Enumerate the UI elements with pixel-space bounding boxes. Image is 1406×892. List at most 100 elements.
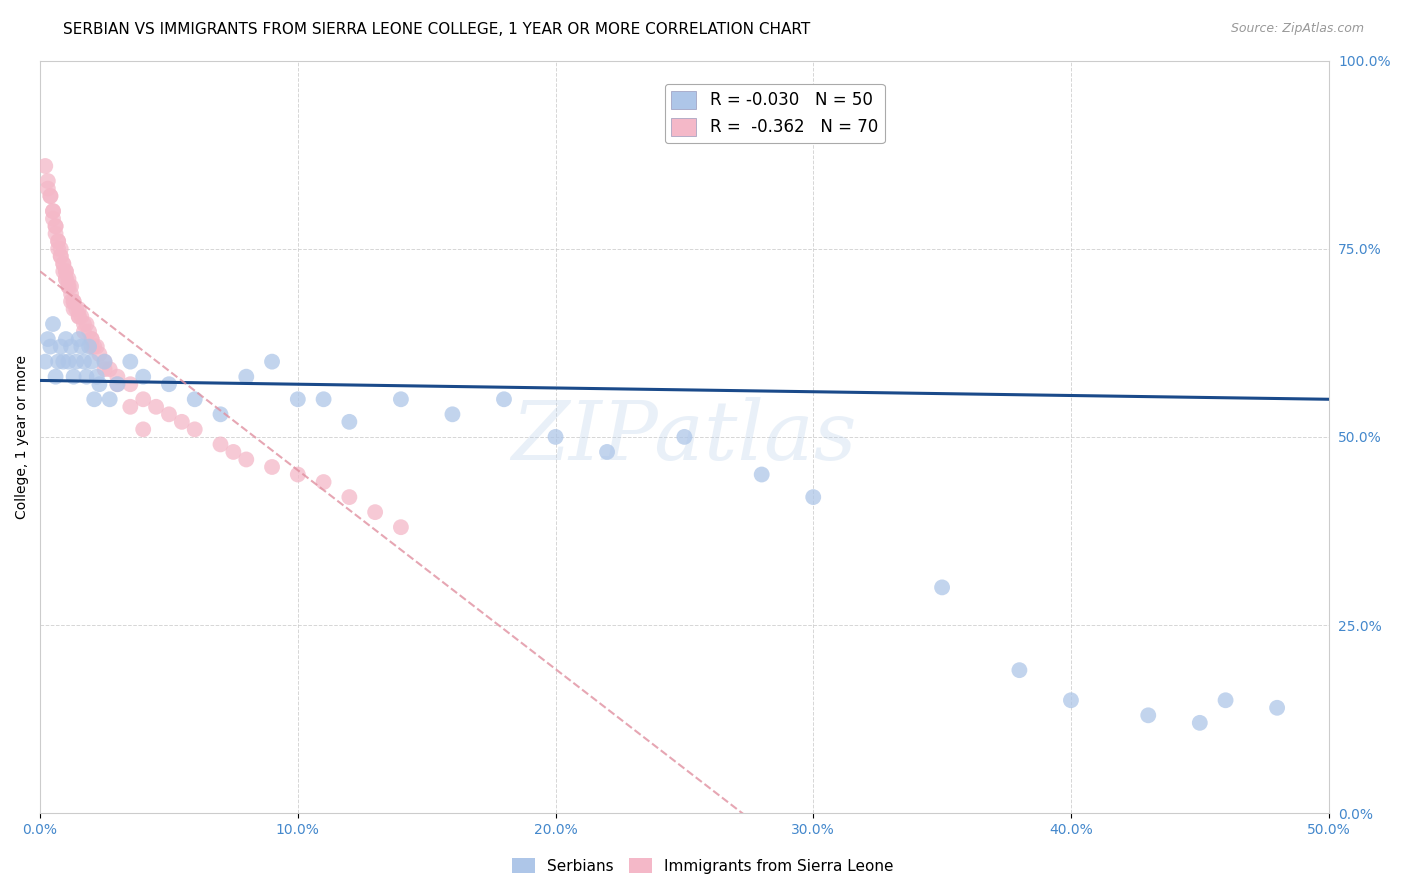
Point xyxy=(73,354,96,368)
Point xyxy=(52,354,75,368)
Point xyxy=(60,340,83,354)
Point xyxy=(70,340,93,354)
Point xyxy=(145,400,167,414)
Point xyxy=(80,332,103,346)
Point xyxy=(46,242,69,256)
Point xyxy=(1265,700,1288,714)
Point xyxy=(49,249,72,263)
Point xyxy=(86,340,108,354)
Point xyxy=(55,264,77,278)
Point xyxy=(60,279,83,293)
Point xyxy=(42,317,65,331)
Point xyxy=(107,369,129,384)
Point xyxy=(46,234,69,248)
Point xyxy=(1060,693,1083,707)
Point xyxy=(46,234,69,248)
Text: ZIPatlas: ZIPatlas xyxy=(512,397,858,477)
Point xyxy=(62,294,84,309)
Point xyxy=(801,490,824,504)
Point xyxy=(389,392,412,407)
Point xyxy=(39,189,62,203)
Text: Source: ZipAtlas.com: Source: ZipAtlas.com xyxy=(1230,22,1364,36)
Point xyxy=(441,407,464,421)
Point xyxy=(76,369,98,384)
Point xyxy=(45,369,67,384)
Point xyxy=(235,369,257,384)
Point xyxy=(49,242,72,256)
Point xyxy=(67,310,90,324)
Point xyxy=(337,415,360,429)
Point xyxy=(184,392,207,407)
Point xyxy=(77,325,100,339)
Point xyxy=(120,354,142,368)
Point xyxy=(157,377,180,392)
Point xyxy=(42,204,65,219)
Point xyxy=(132,392,155,407)
Point xyxy=(83,340,105,354)
Point xyxy=(312,475,335,489)
Legend: R = -0.030   N = 50, R =  -0.362   N = 70: R = -0.030 N = 50, R = -0.362 N = 70 xyxy=(665,84,884,143)
Point xyxy=(80,354,103,368)
Point xyxy=(42,211,65,226)
Point xyxy=(287,467,309,482)
Point xyxy=(39,189,62,203)
Point xyxy=(73,317,96,331)
Point xyxy=(89,377,111,392)
Point xyxy=(34,354,56,368)
Point xyxy=(107,377,129,392)
Point xyxy=(55,272,77,286)
Point xyxy=(1188,715,1211,730)
Point xyxy=(34,159,56,173)
Point xyxy=(65,301,87,316)
Point xyxy=(596,445,619,459)
Point xyxy=(52,264,75,278)
Point xyxy=(260,460,283,475)
Point xyxy=(1137,708,1160,723)
Point xyxy=(60,294,83,309)
Point xyxy=(46,354,69,368)
Point xyxy=(55,272,77,286)
Point xyxy=(45,219,67,234)
Point xyxy=(37,332,59,346)
Point xyxy=(364,505,387,519)
Point xyxy=(76,317,98,331)
Point xyxy=(62,294,84,309)
Point xyxy=(86,369,108,384)
Point xyxy=(209,437,232,451)
Point xyxy=(49,340,72,354)
Point xyxy=(45,227,67,241)
Point xyxy=(235,452,257,467)
Point xyxy=(67,310,90,324)
Point xyxy=(287,392,309,407)
Point xyxy=(337,490,360,504)
Point xyxy=(55,332,77,346)
Point xyxy=(132,369,155,384)
Point xyxy=(107,377,129,392)
Point xyxy=(931,581,953,595)
Point xyxy=(60,287,83,301)
Point xyxy=(93,354,115,368)
Point xyxy=(55,264,77,278)
Point xyxy=(58,354,80,368)
Point xyxy=(120,377,142,392)
Point xyxy=(80,332,103,346)
Point xyxy=(37,181,59,195)
Point xyxy=(42,204,65,219)
Point xyxy=(58,279,80,293)
Point xyxy=(209,407,232,421)
Point xyxy=(67,301,90,316)
Point xyxy=(83,392,105,407)
Point xyxy=(120,400,142,414)
Point xyxy=(37,174,59,188)
Point xyxy=(39,340,62,354)
Point xyxy=(184,422,207,436)
Point xyxy=(49,249,72,263)
Point xyxy=(45,219,67,234)
Point xyxy=(389,520,412,534)
Point xyxy=(62,369,84,384)
Point xyxy=(93,354,115,368)
Point xyxy=(98,362,121,376)
Text: SERBIAN VS IMMIGRANTS FROM SIERRA LEONE COLLEGE, 1 YEAR OR MORE CORRELATION CHAR: SERBIAN VS IMMIGRANTS FROM SIERRA LEONE … xyxy=(63,22,810,37)
Point xyxy=(312,392,335,407)
Point xyxy=(157,407,180,421)
